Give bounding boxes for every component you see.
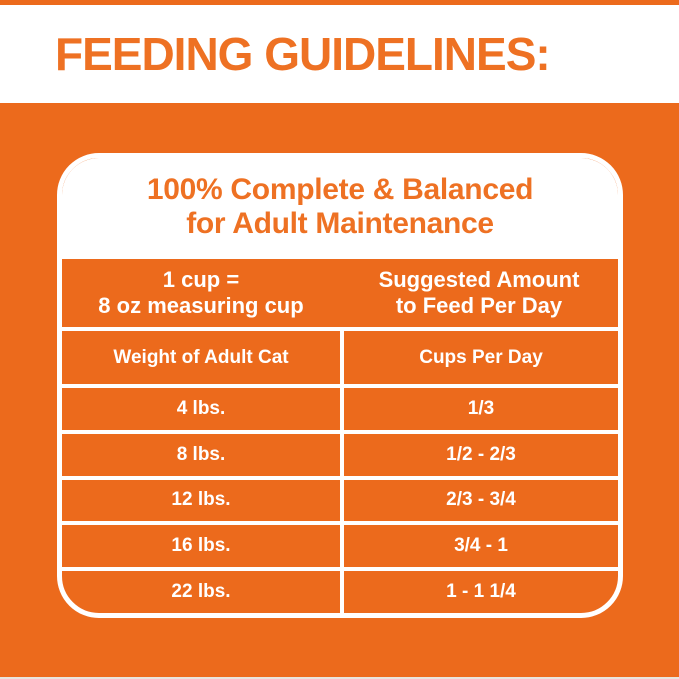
table-row: 4 lbs. 1/3: [62, 384, 618, 430]
page-title: FEEDING GUIDELINES:: [55, 28, 551, 80]
suggested-amount-line1: Suggested Amount: [378, 267, 580, 292]
table-row: 8 lbs. 1/2 - 2/3: [62, 429, 618, 476]
table-title-line1: 100% Complete & Balanced: [146, 172, 534, 206]
weight-cell: 16 lbs.: [171, 535, 231, 557]
bottom-edge-strip: [0, 677, 679, 679]
weight-cell: 12 lbs.: [171, 489, 231, 511]
cup-measure-note-line1: 1 cup =: [162, 267, 240, 292]
table-subheader-row: 1 cup = 8 oz measuring cup Suggested Amo…: [62, 255, 618, 327]
cups-cell: 2/3 - 3/4: [340, 479, 618, 522]
suggested-amount-note: Suggested Amount to Feed Per Day: [340, 259, 618, 327]
column-header-cups: Cups Per Day: [340, 331, 618, 384]
feeding-guidelines-table: 100% Complete & Balanced for Adult Maint…: [57, 153, 623, 618]
page-header: FEEDING GUIDELINES:: [0, 5, 679, 103]
cup-measure-note-line2: 8 oz measuring cup: [98, 293, 304, 318]
weight-cell: 4 lbs.: [176, 397, 226, 419]
table-row: 22 lbs. 1 - 1 1/4: [62, 567, 618, 613]
cup-measure-note: 1 cup = 8 oz measuring cup: [62, 259, 340, 327]
table-title-line2: for Adult Maintenance: [186, 206, 494, 240]
weight-cell: 8 lbs.: [176, 443, 226, 465]
cups-cell: 1 - 1 1/4: [340, 571, 618, 613]
suggested-amount-line2: to Feed Per Day: [395, 293, 563, 318]
cups-cell: 1/3: [340, 388, 618, 430]
column-header-row: Weight of Adult Cat Cups Per Day: [62, 327, 618, 384]
cups-cell: 3/4 - 1: [340, 525, 618, 568]
weight-cell: 22 lbs.: [171, 581, 231, 603]
top-orange-strip: [0, 0, 679, 5]
cups-cell: 1/2 - 2/3: [340, 433, 618, 476]
table-row: 12 lbs. 2/3 - 3/4: [62, 475, 618, 522]
table-row: 16 lbs. 3/4 - 1: [62, 521, 618, 568]
column-header-weight: Weight of Adult Cat: [113, 346, 289, 368]
table-title: 100% Complete & Balanced for Adult Maint…: [62, 158, 618, 255]
